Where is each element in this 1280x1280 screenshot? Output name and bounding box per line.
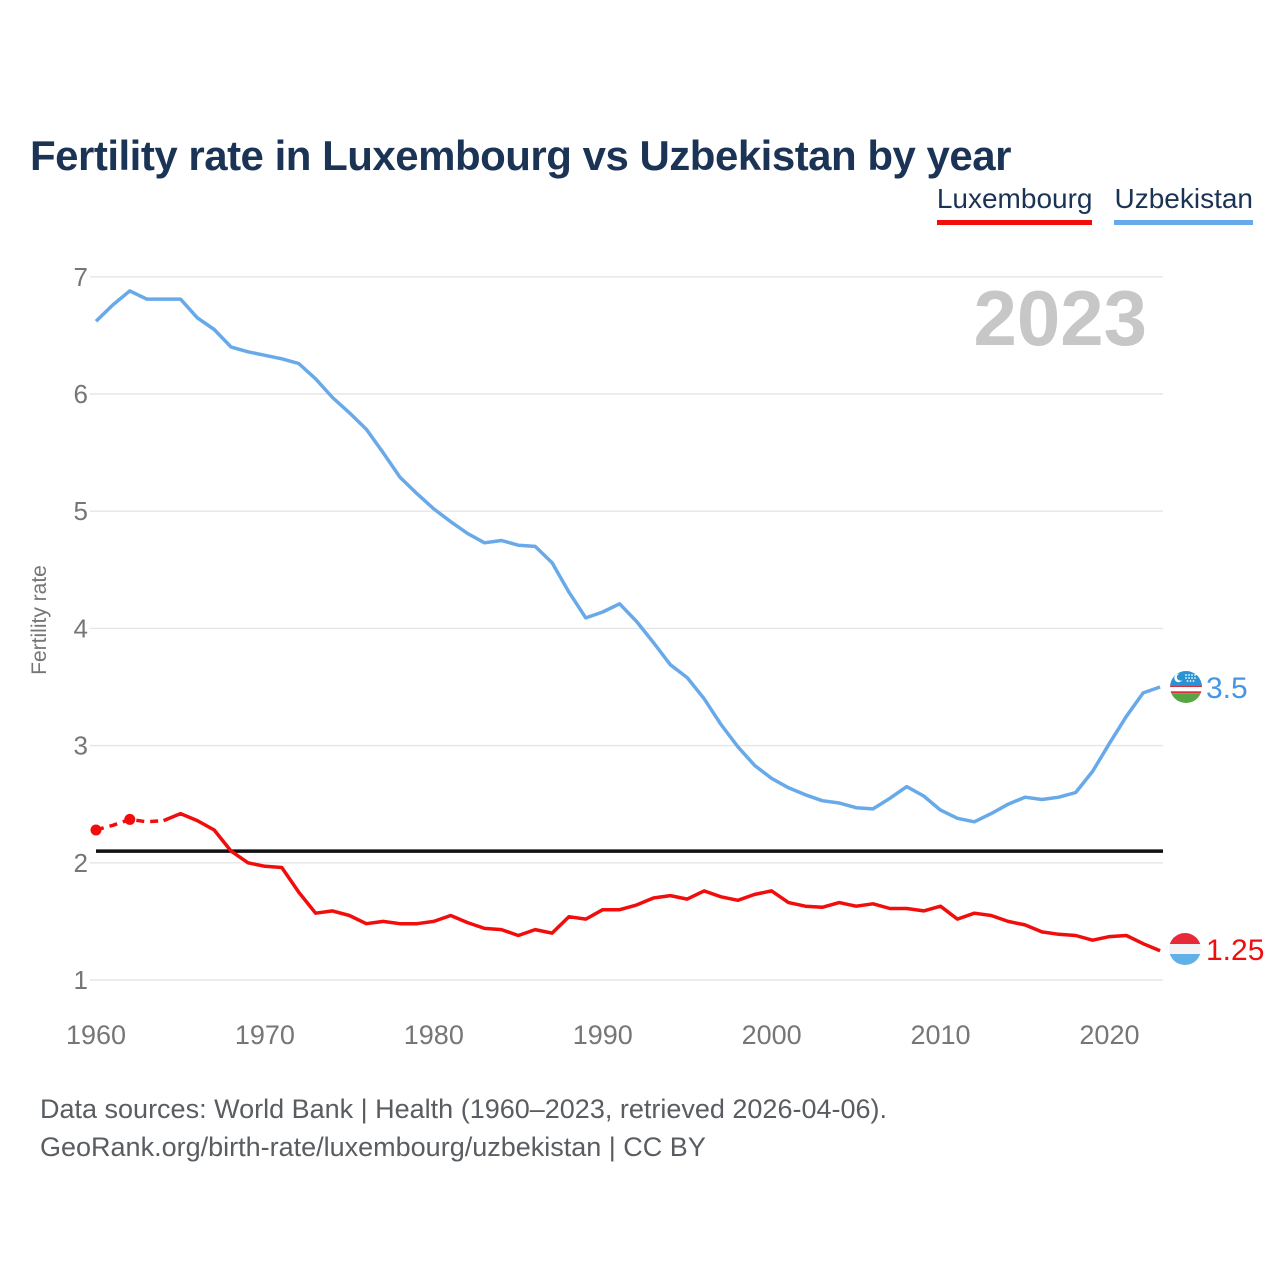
watermark-year: 2023 — [973, 274, 1147, 362]
x-tick-label: 2010 — [911, 1020, 971, 1050]
legend-item-uzbekistan[interactable]: Uzbekistan — [1114, 183, 1253, 225]
y-tick-label: 7 — [74, 262, 88, 292]
series-marker-luxembourg — [124, 813, 136, 825]
y-tick-label: 2 — [74, 848, 88, 878]
y-axis-title: Fertility rate — [28, 565, 51, 675]
legend-item-luxembourg[interactable]: Luxembourg — [936, 183, 1093, 225]
page-title: Fertility rate in Luxembourg vs Uzbekist… — [30, 132, 1011, 180]
series-line-uzbekistan — [94, 289, 1161, 824]
luxembourg-flag-icon — [1169, 933, 1201, 965]
luxembourg-end-value: 1.25 — [1206, 934, 1264, 967]
x-tick-label: 2020 — [1079, 1020, 1139, 1050]
plot-area: 1 2 3 4 5 6 7 1960 1970 1980 1990 2000 2010 2020 — [66, 262, 1163, 1050]
x-tick-label: 1990 — [573, 1020, 633, 1050]
y-tick-label: 5 — [74, 496, 88, 526]
series-marker-luxembourg — [90, 824, 102, 836]
x-tick-label: 1960 — [66, 1020, 126, 1050]
y-tick-label: 6 — [74, 379, 88, 409]
x-tick-label: 1980 — [404, 1020, 464, 1050]
footer-attribution-line: GeoRank.org/birth-rate/luxembourg/uzbeki… — [40, 1132, 706, 1162]
footer: Data sources: World Bank | Health (1960–… — [40, 1090, 887, 1166]
x-tick-label: 1970 — [235, 1020, 295, 1050]
legend: Luxembourg Uzbekistan — [936, 183, 1253, 225]
footer-sources-line: Data sources: World Bank | Health (1960–… — [40, 1094, 887, 1124]
y-tick-label: 4 — [74, 613, 88, 643]
series-line-luxembourg — [162, 811, 1161, 953]
uzbekistan-flag-icon — [1170, 671, 1202, 703]
y-tick-label: 3 — [74, 731, 88, 761]
uzbekistan-end-value: 3.5 — [1206, 672, 1248, 705]
y-tick-label: 1 — [74, 965, 88, 995]
x-tick-label: 2000 — [742, 1020, 802, 1050]
